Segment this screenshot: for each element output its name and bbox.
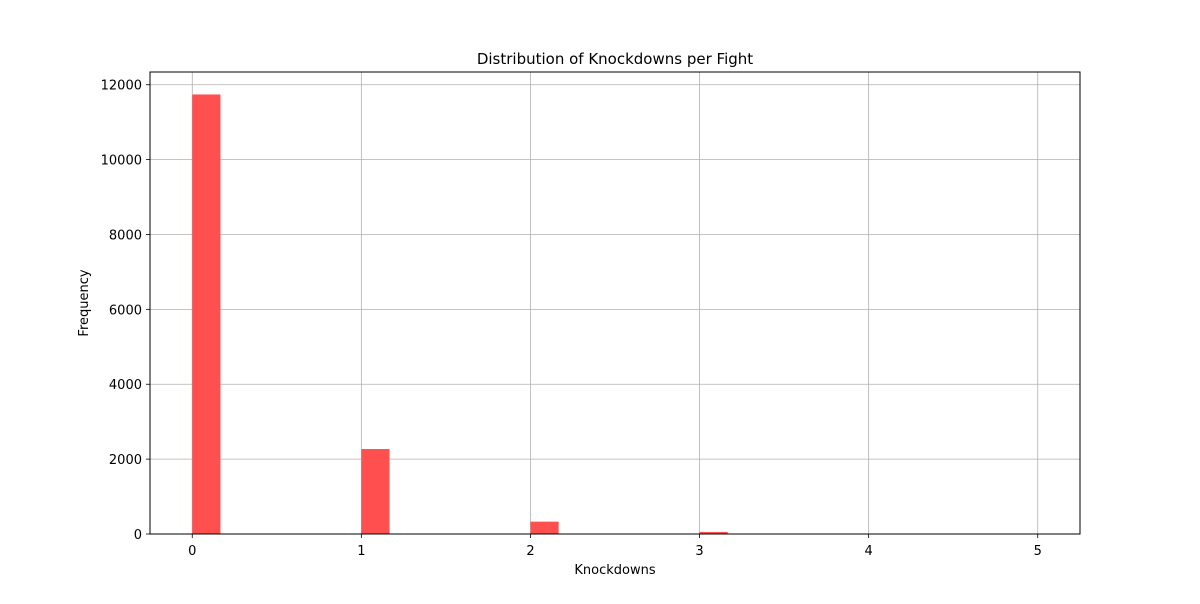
y-tick-label: 4000 — [109, 378, 142, 393]
x-tick-label: 2 — [526, 544, 534, 559]
histogram-bar-2 — [530, 522, 558, 534]
x-tick-label: 5 — [1034, 544, 1042, 559]
chart-title: Distribution of Knockdowns per Fight — [477, 50, 753, 68]
x-tick-label: 0 — [188, 544, 196, 559]
y-tick-label: 2000 — [109, 453, 142, 468]
x-axis-label: Knockdowns — [574, 563, 655, 578]
y-tick-label: 6000 — [109, 303, 142, 318]
y-tick-label: 0 — [134, 528, 142, 543]
histogram-bar-0 — [192, 94, 220, 534]
y-tick-label: 12000 — [101, 79, 142, 94]
y-axis-label: Frequency — [77, 269, 92, 336]
x-tick-label: 4 — [864, 544, 872, 559]
y-tick-label: 8000 — [109, 228, 142, 243]
histogram-bar-1 — [361, 449, 389, 534]
x-tick-label: 3 — [695, 544, 703, 559]
y-tick-label: 10000 — [101, 154, 142, 169]
x-tick-label: 1 — [357, 544, 365, 559]
